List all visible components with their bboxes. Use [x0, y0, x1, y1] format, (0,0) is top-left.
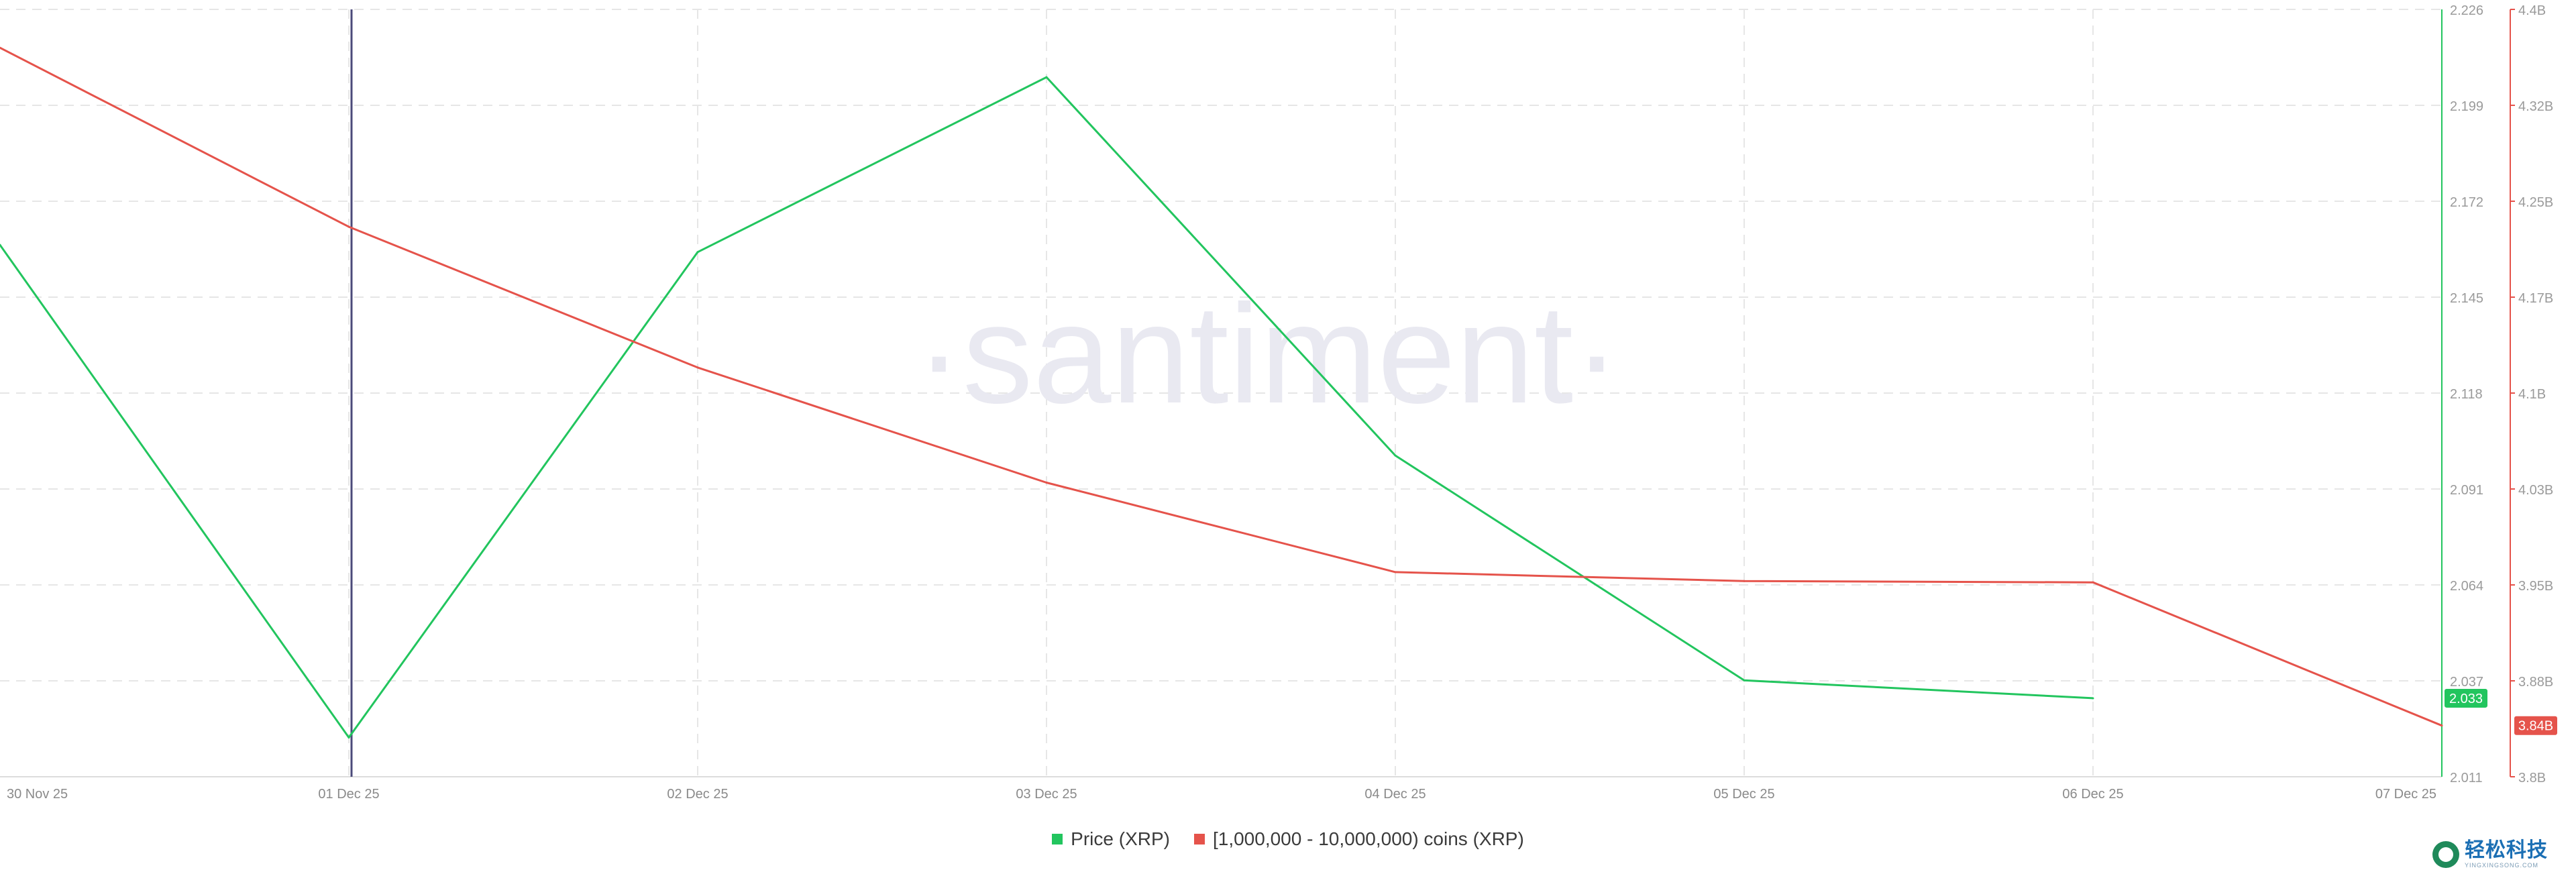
last-value-badge-price [2445, 688, 2487, 708]
chart-legend: Price (XRP) [1,000,000 - 10,000,000) coi… [0, 826, 2576, 853]
x-tick-label: 03 Dec 25 [1016, 787, 1077, 802]
y-tick-label-price: 2.064 [2450, 579, 2483, 594]
y-tick-label-price: 2.145 [2450, 291, 2483, 306]
y-tick-label-holders: 4.25B [2518, 195, 2553, 210]
x-tick-label: 07 Dec 25 [2375, 787, 2436, 802]
data-point-price [1743, 679, 1746, 682]
y-tick-label-holders: 4.1B [2518, 387, 2546, 402]
brand-name-en: YINGXINGSONG.COM [2465, 862, 2539, 869]
y-tick-label-holders: 3.95B [2518, 579, 2553, 594]
legend-swatch-price [1052, 834, 1063, 844]
data-point-holders [696, 366, 699, 369]
legend-item-price[interactable]: Price (XRP) [1052, 828, 1170, 850]
y-tick-label-price: 2.091 [2450, 483, 2483, 498]
data-point-holders [2092, 581, 2094, 584]
last-value-badge-holders [2514, 716, 2557, 735]
last-value-label-price: 2.033 [2449, 692, 2483, 706]
x-tick-label: 04 Dec 25 [1364, 787, 1426, 802]
y-tick-label-holders: 3.88B [2518, 675, 2553, 690]
legend-label-holders: [1,000,000 - 10,000,000) coins (XRP) [1212, 828, 1524, 849]
data-point-holders [347, 225, 350, 228]
data-point-holders [1394, 571, 1397, 574]
legend-swatch-holders [1193, 834, 1205, 844]
y-tick-label-price: 2.118 [2450, 387, 2483, 402]
y-tick-label-price: 2.172 [2450, 195, 2483, 210]
data-point-price [0, 243, 1, 246]
x-tick-label: 01 Dec 25 [318, 787, 379, 802]
chart-series [0, 9, 2443, 777]
x-tick-label: 05 Dec 25 [1713, 787, 1774, 802]
data-point-holders [1743, 580, 1746, 582]
data-point-price [2092, 697, 2094, 700]
brand-watermark: 轻松科技 YINGXINGSONG.COM [2432, 840, 2567, 869]
y-tick-label-holders: 4.17B [2518, 291, 2553, 306]
chart-grid [0, 9, 2442, 777]
y-tick-label-price: 2.011 [2450, 771, 2483, 785]
chart-axes [0, 9, 2515, 777]
y-tick-label-holders: 4.32B [2518, 99, 2553, 114]
y-tick-label-holders: 4.4B [2518, 3, 2546, 18]
y-tick-label-holders: 4.03B [2518, 483, 2553, 498]
x-tick-label: 30 Nov 25 [7, 787, 68, 802]
legend-item-holders[interactable]: [1,000,000 - 10,000,000) coins (XRP) [1193, 828, 1524, 850]
x-tick-label: 06 Dec 25 [2062, 787, 2123, 802]
data-point-price [1394, 454, 1397, 457]
y-tick-label-holders: 3.8B [2518, 771, 2546, 785]
series-line-holders [0, 46, 2443, 727]
data-point-holders [0, 46, 1, 49]
data-point-holders [2440, 724, 2443, 727]
data-point-price [696, 251, 699, 254]
y-tick-label-price: 2.037 [2450, 675, 2483, 690]
last-value-label-holders: 3.84B [2518, 719, 2553, 734]
legend-label-price: Price (XRP) [1071, 828, 1170, 849]
y-tick-label-price: 2.226 [2450, 3, 2483, 18]
x-tick-label: 02 Dec 25 [667, 787, 728, 802]
brand-logo-icon [2432, 841, 2459, 868]
data-point-holders [1045, 481, 1048, 484]
brand-name-cn: 轻松科技 [2465, 839, 2548, 861]
brand-text: 轻松科技 YINGXINGSONG.COM [2465, 840, 2548, 869]
data-point-price [1045, 76, 1048, 78]
watermark-santiment: ·santiment· [916, 275, 1620, 433]
data-point-price [347, 736, 350, 739]
chart-labels: 2.226 4.4B 2.199 4.32B 2.172 4.25B 2.145 4.17B 2… [7, 3, 2557, 802]
y-tick-label-price: 2.199 [2450, 99, 2483, 114]
